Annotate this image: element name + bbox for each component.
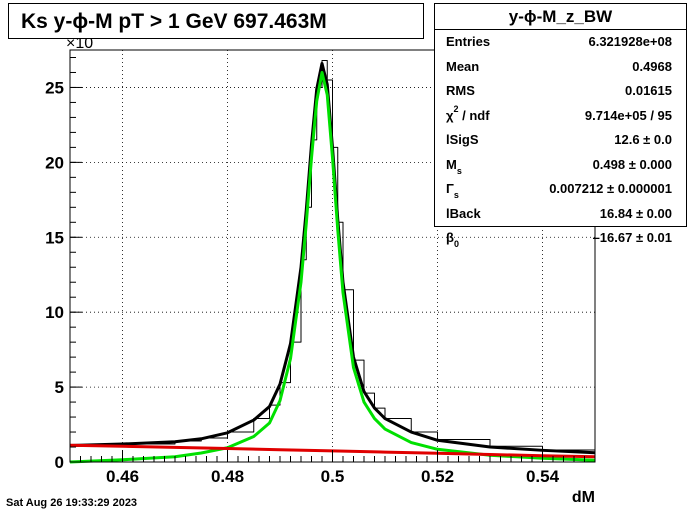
x-axis-label: dM [572,489,595,506]
x-tick-label: 0.5 [321,467,345,486]
stats-title: y-ϕ-M_z_BW [435,4,686,30]
histogram-line [70,59,596,453]
stats-row-value: –16.67 ± 0.01 [592,230,672,245]
x-tick-label: 0.54 [526,467,560,486]
total-fit-line [69,61,596,455]
y-tick-label: 15 [45,228,64,247]
y-tick-label: 5 [55,378,64,397]
stats-row-value: 12.6 ± 0.0 [614,132,672,147]
y-tick-label: 10 [45,303,64,322]
stats-row: lSigS 12.6 ± 0.0 [435,128,686,153]
stats-row-label: χ2 / ndf [446,103,490,123]
stats-row-label: Mean [446,58,480,74]
stats-row-value: 0.01615 [625,83,672,98]
stats-row-label: RMS [446,83,475,98]
stats-row: Ms 0.498 ± 0.000 [435,153,686,178]
stats-row-value: 6.321928e+08 [588,34,672,49]
stats-row: RMS 0.01615 [435,79,686,104]
stats-rows: Entries 6.321928e+08 Mean 0.4968 RMS 0.01615 χ… [435,30,686,251]
ticks: 0.46 0.48 0.5 0.52 0.54 0 5 10 15 20 25 [45,56,596,486]
stats-row-label: Γs [446,181,459,200]
stats-row-label: Ms [446,156,462,176]
stats-row: Entries 6.321928e+08 [435,30,686,55]
stats-row: β0 –16.67 ± 0.01 [435,226,686,251]
stats-row: χ2 / ndf 9.714e+05 / 95 [435,104,686,129]
stats-row-label: lSigS [446,132,479,147]
y-multiplier-label: ×10 [66,35,93,52]
stats-row-label: lBack [446,205,481,221]
y-tick-label: 0 [55,453,64,472]
x-tick-label: 0.52 [421,467,454,486]
timestamp: Sat Aug 26 19:33:29 2023 [6,497,138,509]
stats-row-value: 9.714e+05 / 95 [584,107,672,123]
x-tick-label: 0.48 [211,467,244,486]
stats-row: Γs 0.007212 ± 0.000001 [435,177,686,202]
chart-title: Ks y-ϕ-M pT > 1 GeV 697.463M [8,3,424,39]
stats-row: Mean 0.4968 [435,55,686,80]
stats-row-value: 16.84 ± 0.00 [599,205,672,221]
stats-box: y-ϕ-M_z_BW Entries 6.321928e+08 Mean 0.4968… [434,3,687,249]
stats-row-label: β0 [446,230,459,249]
y-tick-label: 20 [45,153,64,172]
x-tick-label: 0.46 [106,467,139,486]
stats-row: lBack 16.84 ± 0.00 [435,202,686,227]
stats-row-value: 0.498 ± 0.000 [592,156,672,172]
stats-row-label: Entries [446,34,491,49]
stats-row-value: 0.007212 ± 0.000001 [549,181,672,196]
y-tick-label: 25 [45,78,64,97]
signal-fit-line [69,70,596,464]
stats-row-value: 0.4968 [632,58,672,74]
